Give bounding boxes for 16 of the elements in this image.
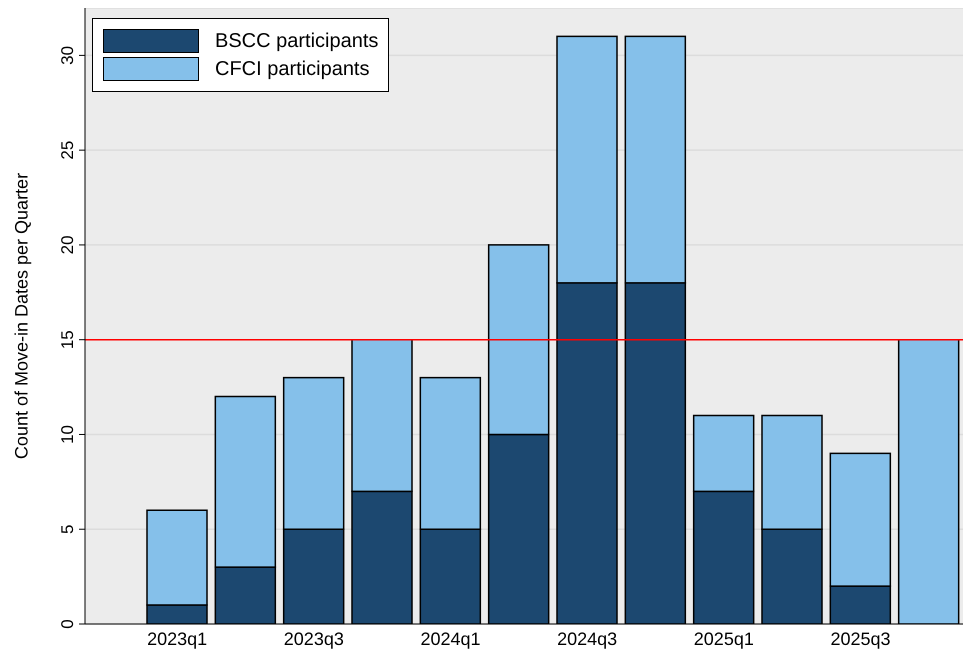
x-tick-label: 2025q1 bbox=[694, 628, 754, 649]
y-tick-label: 15 bbox=[58, 330, 77, 350]
y-tick-label: 20 bbox=[58, 235, 77, 254]
y-tick-label: 30 bbox=[58, 46, 77, 65]
y-axis-title: Count of Move-in Dates per Quarter bbox=[11, 172, 32, 460]
y-tick-label: 5 bbox=[58, 524, 77, 534]
legend-label: CFCI participants bbox=[215, 58, 370, 80]
x-tick-label: 2024q3 bbox=[557, 628, 618, 649]
y-tick-label: 10 bbox=[58, 425, 77, 444]
y-tick-label: 25 bbox=[58, 140, 77, 160]
legend-label: BSCC participants bbox=[215, 30, 378, 52]
x-tick-label: 2023q1 bbox=[147, 628, 208, 649]
x-tick-label: 2025q3 bbox=[830, 628, 891, 649]
y-tick-label: 0 bbox=[58, 619, 77, 629]
x-tick-label: 2024q1 bbox=[420, 628, 481, 649]
x-tick-label: 2023q3 bbox=[284, 628, 344, 649]
